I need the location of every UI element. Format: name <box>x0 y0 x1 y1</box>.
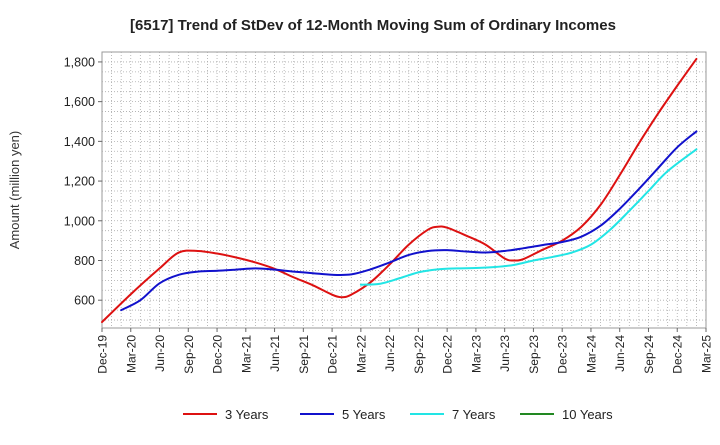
x-axis-ticks: Dec-19 Mar-20 Jun-20 Sep-20 Dec-20 Mar-21 Jun-… <box>96 328 714 374</box>
x-tick-label: Mar-23 <box>469 335 483 373</box>
legend-label-10-years: 10 Years <box>562 407 613 422</box>
x-tick-label: Dec-19 <box>96 335 110 374</box>
x-tick-label: Mar-22 <box>354 335 368 373</box>
x-tick-label: Jun-22 <box>383 335 397 372</box>
x-tick-label: Sep-22 <box>412 335 426 374</box>
x-tick-label: Jun-21 <box>268 335 282 372</box>
x-tick-label: Dec-20 <box>211 335 225 374</box>
x-tick-label: Dec-21 <box>326 335 340 374</box>
series-lines <box>101 57 698 324</box>
x-tick-label: Mar-24 <box>584 335 598 373</box>
legend-label-5-years: 5 Years <box>342 407 386 422</box>
y-tick-label: 800 <box>74 254 95 268</box>
x-tick-label: Sep-21 <box>297 335 311 374</box>
x-tick-label: Mar-25 <box>700 335 714 373</box>
x-tick-label: Sep-20 <box>182 335 196 374</box>
legend-label-3-years: 3 Years <box>225 407 269 422</box>
plot-area <box>101 51 707 329</box>
y-tick-label: 600 <box>74 294 95 308</box>
series-line-3-years <box>101 57 698 324</box>
y-axis-label: Amount (million yen) <box>7 131 22 250</box>
series-line-5-years <box>120 130 698 312</box>
x-tick-label: Dec-24 <box>671 335 685 374</box>
x-tick-label: Sep-24 <box>642 335 656 374</box>
x-tick-label: Mar-20 <box>124 335 138 373</box>
x-tick-label: Sep-23 <box>527 335 541 374</box>
x-tick-label: Jun-20 <box>153 335 167 372</box>
x-tick-label: Jun-24 <box>613 335 627 372</box>
legend-label-7-years: 7 Years <box>452 407 496 422</box>
series-line-7-years <box>359 148 698 286</box>
chart-title: [6517] Trend of StDev of 12-Month Moving… <box>130 17 616 34</box>
y-tick-label: 1,000 <box>64 214 95 228</box>
y-tick-label: 1,200 <box>64 175 95 189</box>
x-tick-label: Dec-23 <box>556 335 570 374</box>
y-tick-label: 1,600 <box>64 95 95 109</box>
legend: 3 Years 5 Years 7 Years 10 Years <box>183 407 613 422</box>
x-tick-label: Dec-22 <box>441 335 455 374</box>
x-tick-label: Mar-21 <box>239 335 253 373</box>
x-tick-label: Jun-23 <box>498 335 512 372</box>
y-tick-label: 1,800 <box>64 55 95 69</box>
y-tick-label: 1,400 <box>64 135 95 149</box>
y-axis-ticks: 600 800 1,000 1,200 1,400 1,600 1,800 <box>64 55 102 308</box>
